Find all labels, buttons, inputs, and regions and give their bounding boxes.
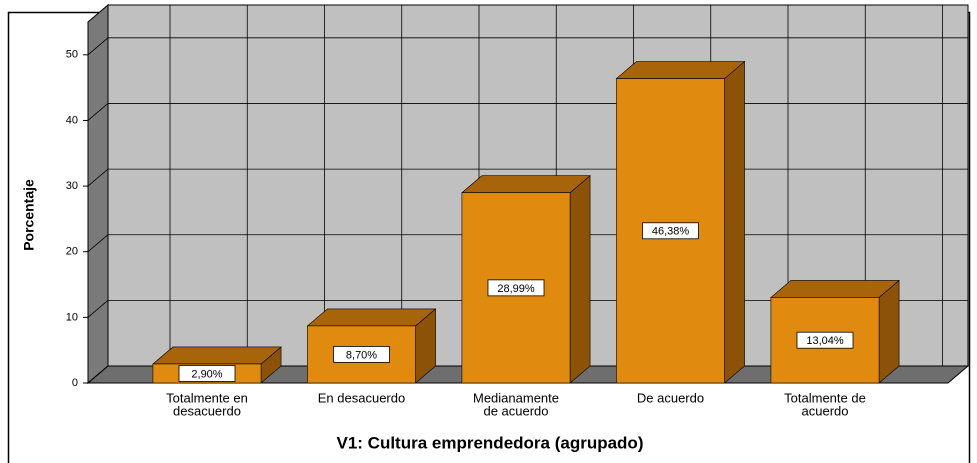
y-tick-label: 30: [66, 180, 78, 192]
y-tick-label: 20: [66, 246, 78, 258]
grid-line: [87, 300, 109, 318]
value-label-box: [178, 365, 236, 382]
x-tick-label: Medianamente: [473, 390, 559, 405]
value-label: 46,38%: [652, 226, 690, 238]
x-tick-label: De acuerdo: [637, 390, 704, 405]
value-label-box: [796, 331, 854, 349]
y-tick-label: 40: [66, 114, 78, 126]
bar-top: [152, 346, 282, 365]
bar-side: [569, 175, 591, 384]
grid-line: [87, 37, 109, 56]
x-tick-label: acuerdo: [802, 403, 849, 418]
y-tick-label: 50: [66, 49, 78, 61]
bar-top: [461, 175, 591, 194]
x-tick-label: Totalmente de: [784, 390, 866, 405]
x-tick-label: Totalmente en: [166, 390, 248, 405]
value-label-box: [487, 279, 545, 297]
x-axis-label: V1: Cultura emprendedora (agrupado): [337, 433, 644, 452]
value-label: 2,90%: [191, 368, 222, 380]
y-tick-label: 0: [72, 377, 78, 389]
y-tick-label: 10: [66, 311, 78, 323]
value-label-box: [642, 222, 699, 240]
value-label: 13,04%: [806, 335, 844, 347]
grid-line: [87, 168, 109, 187]
bar-top: [770, 280, 900, 298]
bar-top: [306, 308, 437, 327]
value-label: 28,99%: [497, 283, 535, 295]
bar-top: [615, 61, 746, 79]
grid-line: [87, 234, 109, 253]
grid-line: [87, 103, 109, 121]
x-tick-label: de acuerdo: [483, 403, 548, 418]
bar-side: [878, 279, 900, 384]
x-tick-label: desacuerdo: [173, 403, 241, 418]
bar-side: [724, 60, 745, 384]
value-label-box: [333, 346, 390, 363]
value-label: 8,70%: [346, 349, 377, 361]
side-wall: [87, 3, 109, 385]
grid-line: [87, 365, 109, 384]
y-axis-label: Porcentaje: [21, 179, 37, 251]
x-tick-label: En desacuerdo: [318, 390, 405, 405]
